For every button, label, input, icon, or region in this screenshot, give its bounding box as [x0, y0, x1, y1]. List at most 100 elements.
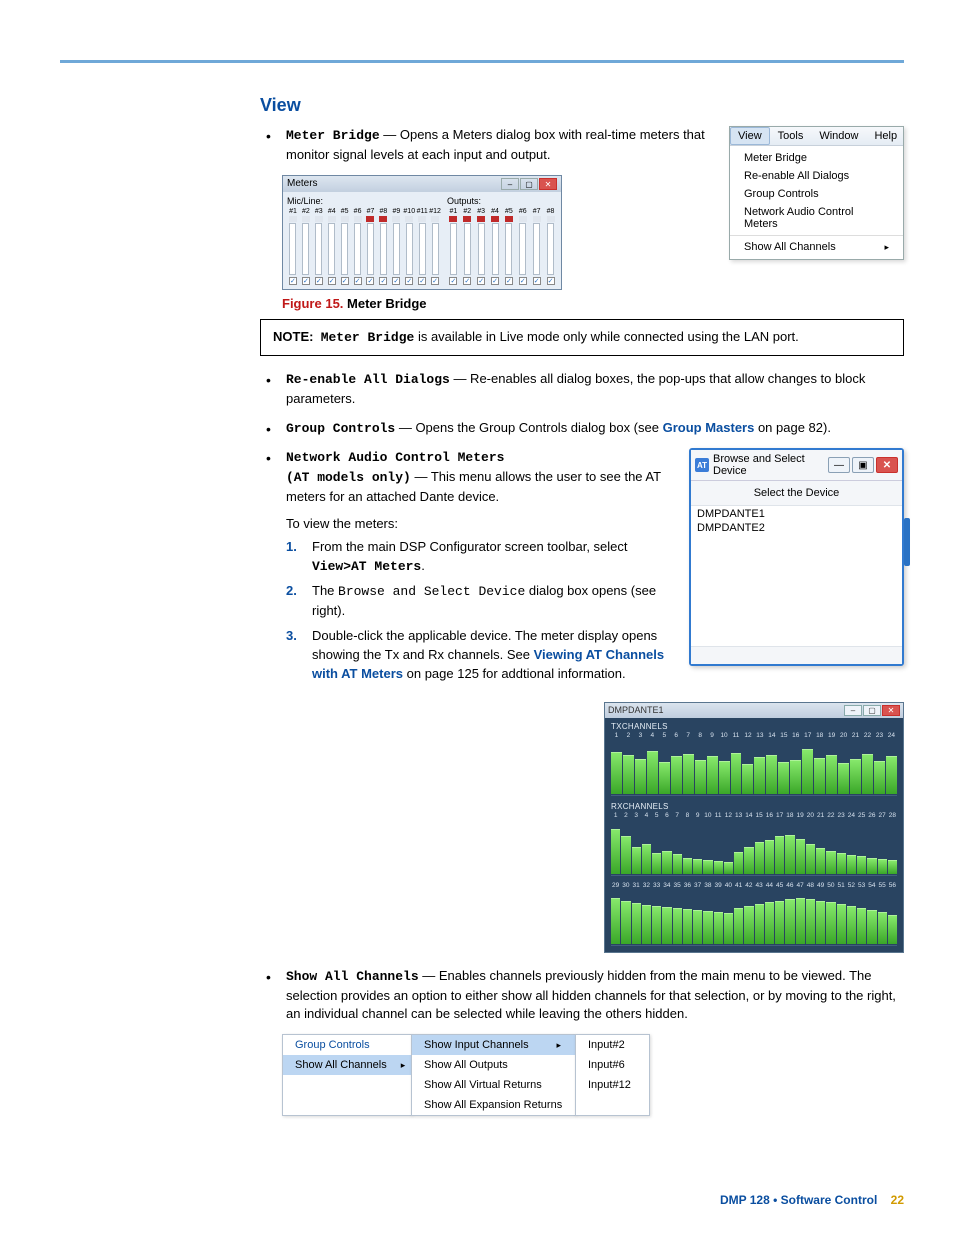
- menu-item[interactable]: Show All Expansion Returns: [412, 1095, 575, 1115]
- s2b: Browse and Select Device: [338, 584, 525, 599]
- close-button[interactable]: ✕: [882, 705, 900, 716]
- meter-channel: #6✓: [516, 208, 529, 285]
- rx-label: RXCHANNELS: [611, 802, 897, 811]
- menubar-item[interactable]: View: [730, 127, 770, 145]
- meter-checkbox[interactable]: ✓: [463, 277, 471, 285]
- view-menu-item[interactable]: Meter Bridge: [730, 149, 903, 167]
- term-nac-b: (AT models only): [286, 470, 411, 485]
- meter-checkbox[interactable]: ✓: [449, 277, 457, 285]
- footer-page: 22: [891, 1193, 904, 1207]
- channel-bar: [611, 829, 620, 873]
- channel-bar: [775, 901, 784, 944]
- footer-product: DMP 128 • Software Control: [720, 1193, 877, 1207]
- browse-title: Browse and Select Device: [713, 453, 824, 477]
- view-menu-item[interactable]: Network Audio Control Meters: [730, 203, 903, 233]
- channel-bar: [623, 755, 634, 794]
- meter-checkbox[interactable]: ✓: [392, 277, 400, 285]
- meter-checkbox[interactable]: ✓: [505, 277, 513, 285]
- meter-checkbox[interactable]: ✓: [491, 277, 499, 285]
- term-nac-a: Network Audio Control Meters: [286, 450, 504, 465]
- meter-checkbox[interactable]: ✓: [431, 277, 439, 285]
- channel-bar: [659, 762, 670, 793]
- close-button[interactable]: ✕: [539, 178, 557, 190]
- channel-bar: [673, 908, 682, 944]
- link-group-masters[interactable]: Group Masters: [663, 420, 755, 435]
- channel-bar: [867, 910, 876, 943]
- meter-checkbox[interactable]: ✓: [366, 277, 374, 285]
- channel-bar: [724, 862, 733, 874]
- meter-checkbox[interactable]: ✓: [328, 277, 336, 285]
- meter-checkbox[interactable]: ✓: [405, 277, 413, 285]
- min-button[interactable]: –: [501, 178, 519, 190]
- meter-channel: #4✓: [489, 208, 502, 285]
- term-show-all: Show All Channels: [286, 969, 419, 984]
- view-menu-item[interactable]: Re-enable All Dialogs: [730, 167, 903, 185]
- channel-bar: [765, 840, 774, 873]
- browse-dialog: AT Browse and Select Device — ▣ ✕ Select…: [689, 448, 904, 666]
- view-menu-item[interactable]: Show All Channels▸: [730, 235, 903, 256]
- meter-checkbox[interactable]: ✓: [547, 277, 555, 285]
- menu-item[interactable]: Show All Outputs: [412, 1055, 575, 1075]
- browse-dialog-wrap: AT Browse and Select Device — ▣ ✕ Select…: [689, 448, 904, 666]
- meter-checkbox[interactable]: ✓: [533, 277, 541, 285]
- channel-bar: [867, 858, 876, 874]
- s1c: .: [421, 558, 425, 573]
- menu-item[interactable]: Group Controls: [283, 1035, 411, 1055]
- close-button[interactable]: ✕: [876, 457, 898, 473]
- menu-item[interactable]: Show All Virtual Returns: [412, 1075, 575, 1095]
- figure-15-title: Meter Bridge: [343, 296, 426, 311]
- meter-checkbox[interactable]: ✓: [289, 277, 297, 285]
- meter-checkbox[interactable]: ✓: [379, 277, 387, 285]
- menu-item[interactable]: Input#2: [576, 1035, 649, 1055]
- min-button[interactable]: —: [828, 457, 850, 473]
- menu-item[interactable]: Show Input Channels▸: [412, 1035, 575, 1055]
- menu-item[interactable]: Input#12: [576, 1075, 649, 1095]
- channel-bar: [806, 899, 815, 943]
- meter-bridge-title: Meters: [287, 178, 318, 189]
- scrollbar-hint: [904, 518, 910, 566]
- menu-item[interactable]: Show All Channels▸: [283, 1055, 411, 1075]
- step-1: 1.From the main DSP Configurator screen …: [286, 538, 669, 577]
- channel-bar: [671, 756, 682, 794]
- meter-checkbox[interactable]: ✓: [354, 277, 362, 285]
- meter-checkbox[interactable]: ✓: [315, 277, 323, 285]
- meter-checkbox[interactable]: ✓: [519, 277, 527, 285]
- term-reenable: Re-enable All Dialogs: [286, 372, 450, 387]
- max-button[interactable]: ▢: [863, 705, 881, 716]
- view-menu-item[interactable]: Group Controls: [730, 185, 903, 203]
- step-3: 3.Double-click the applicable device. Th…: [286, 627, 669, 684]
- bullet-show-all: Show All Channels — Enables channels pre…: [260, 967, 904, 1025]
- tx-numbers: 123456789101112131415161718192021222324: [611, 732, 897, 739]
- cascade-level-3: Input#2Input#6Input#12: [575, 1034, 650, 1116]
- menubar-item[interactable]: Tools: [770, 127, 812, 145]
- meter-checkbox[interactable]: ✓: [477, 277, 485, 285]
- channel-bar: [714, 861, 723, 874]
- meter-checkbox[interactable]: ✓: [341, 277, 349, 285]
- browse-header: Select the Device: [691, 481, 902, 506]
- meter-channel: #3✓: [475, 208, 488, 285]
- meter-checkbox[interactable]: ✓: [418, 277, 426, 285]
- meter-channel: #12✓: [429, 208, 441, 285]
- menubar-item[interactable]: Window: [811, 127, 866, 145]
- s2a: The: [312, 583, 338, 598]
- menu-item[interactable]: Input#6: [576, 1055, 649, 1075]
- out-label: Outputs:: [447, 196, 557, 206]
- meter-channel: #7✓: [530, 208, 543, 285]
- meter-checkbox[interactable]: ✓: [302, 277, 310, 285]
- channel-bar: [662, 907, 671, 944]
- max-button[interactable]: ▢: [520, 178, 538, 190]
- device-list[interactable]: DMPDANTE1DMPDANTE2: [691, 506, 902, 646]
- device-list-item[interactable]: DMPDANTE2: [697, 522, 896, 536]
- min-button[interactable]: –: [844, 705, 862, 716]
- menubar: ViewToolsWindowHelp: [730, 127, 903, 146]
- channel-bar: [838, 763, 849, 794]
- channel-bar: [744, 847, 753, 874]
- menubar-item[interactable]: Help: [866, 127, 905, 145]
- max-button[interactable]: ▣: [852, 457, 874, 473]
- rxa-bars: [611, 820, 897, 876]
- device-list-item[interactable]: DMPDANTE1: [697, 508, 896, 522]
- meter-channel: #4✓: [326, 208, 338, 285]
- channel-bar: [755, 904, 764, 944]
- rxb-bars: [611, 890, 897, 946]
- channel-bar: [683, 858, 692, 874]
